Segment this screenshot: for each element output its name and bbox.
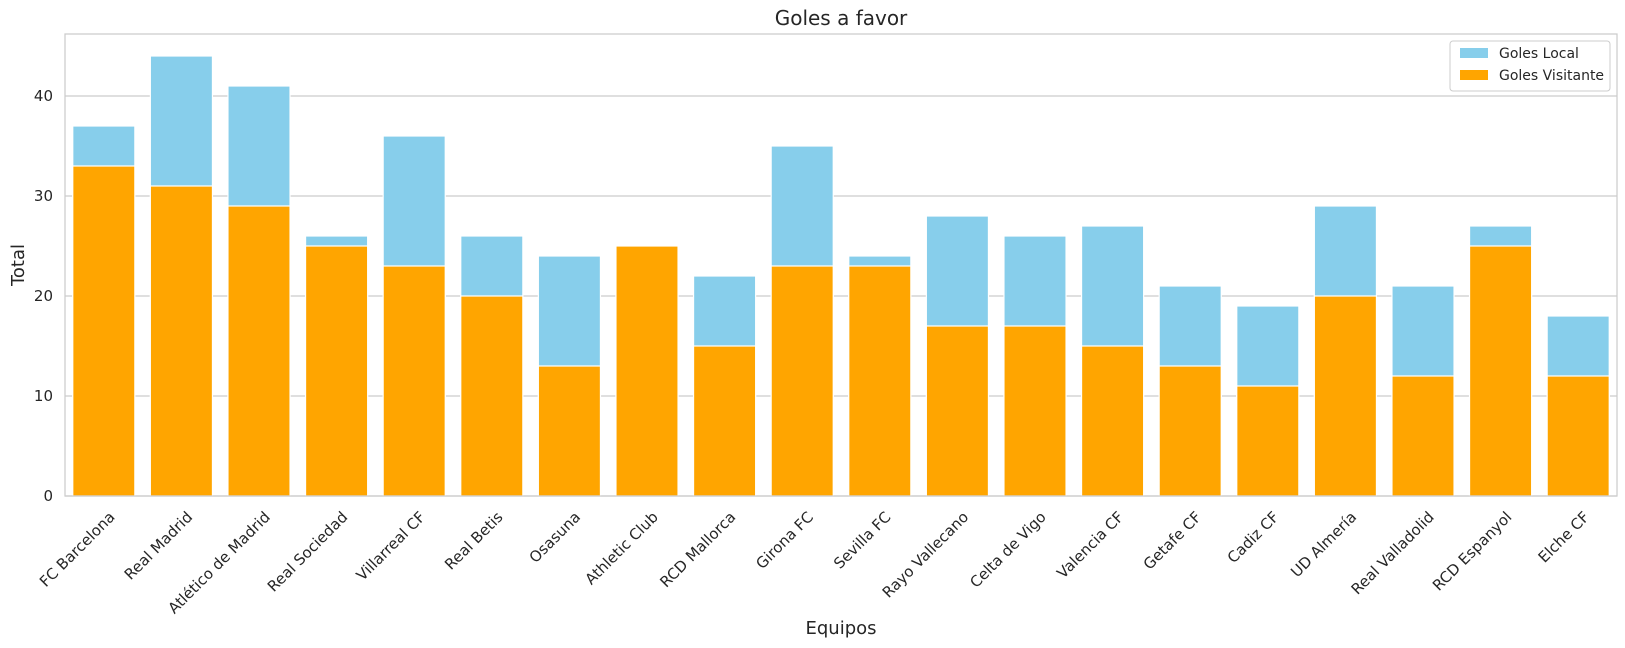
x-tick-label: Celta de Vigo bbox=[966, 508, 1049, 591]
legend-label-visitante: Goles Visitante bbox=[1499, 68, 1604, 84]
y-axis-label: Total bbox=[8, 244, 29, 287]
bar-visitante bbox=[227, 205, 291, 497]
plot-frame bbox=[64, 33, 1618, 497]
bar-visitante bbox=[615, 245, 679, 497]
y-tick-label: 40 bbox=[34, 87, 53, 105]
bar-visitante bbox=[692, 345, 757, 497]
x-tick-label: Sevilla FC bbox=[830, 508, 894, 572]
y-tick-label: 20 bbox=[34, 287, 53, 305]
bar-visitante bbox=[1080, 345, 1145, 497]
y-tick-label: 30 bbox=[34, 187, 53, 205]
x-tick-label: Elche CF bbox=[1535, 508, 1593, 566]
x-tick-label: FC Barcelona bbox=[36, 508, 119, 591]
x-tick-label: RCD Espanyol bbox=[1429, 508, 1515, 594]
x-tick-label: Girona FC bbox=[752, 508, 817, 573]
bar-visitante bbox=[1468, 245, 1533, 497]
legend: Goles Local Goles Visitante bbox=[1449, 40, 1611, 92]
bar-visitante bbox=[1546, 375, 1610, 497]
x-axis-label: Equipos bbox=[805, 618, 876, 639]
bar-visitante bbox=[1236, 385, 1300, 497]
x-tick-label: Villarreal CF bbox=[353, 508, 429, 584]
y-tick-label: 10 bbox=[34, 387, 53, 405]
bar-visitante bbox=[1158, 365, 1222, 497]
series-visitante bbox=[72, 165, 1610, 497]
legend-frame bbox=[1449, 40, 1611, 92]
legend-label-local: Goles Local bbox=[1499, 46, 1579, 62]
x-tick-label: Cadiz CF bbox=[1224, 508, 1283, 567]
bar-visitante bbox=[72, 165, 136, 497]
bar-visitante bbox=[925, 325, 990, 497]
plot-area bbox=[65, 34, 1617, 496]
bar-visitante bbox=[382, 265, 446, 497]
bar-visitante bbox=[460, 295, 524, 497]
bar-visitante bbox=[304, 245, 369, 497]
x-tick-label: Real Valladolid bbox=[1348, 508, 1438, 598]
y-tick-labels: 0 10 20 30 40 bbox=[34, 87, 53, 505]
bar-visitante bbox=[1391, 375, 1455, 497]
bar-visitante bbox=[537, 365, 602, 497]
bar-visitante bbox=[770, 265, 834, 497]
bar-visitante bbox=[1313, 295, 1378, 497]
bar-visitante bbox=[848, 265, 912, 497]
x-tick-label: Real Sociedad bbox=[264, 508, 351, 595]
x-tick-label: Real Madrid bbox=[121, 508, 196, 583]
x-tick-label: Athletic Club bbox=[581, 508, 661, 588]
x-tick-label: Getafe CF bbox=[1140, 508, 1205, 573]
chart-title: Goles a favor bbox=[775, 6, 908, 30]
x-tick-label: Real Betis bbox=[441, 508, 507, 574]
bar-visitante bbox=[1003, 325, 1067, 497]
x-tick-label: RCD Mallorca bbox=[656, 508, 739, 591]
legend-swatch-local bbox=[1460, 48, 1488, 58]
x-tick-label: Osasuna bbox=[526, 508, 585, 567]
bar-visitante bbox=[149, 185, 214, 497]
y-tick-label: 0 bbox=[43, 487, 53, 505]
x-tick-label: UD Almería bbox=[1287, 508, 1360, 581]
bars bbox=[72, 55, 1610, 497]
legend-swatch-visitante bbox=[1460, 70, 1488, 80]
x-tick-label: Valencia CF bbox=[1053, 508, 1127, 582]
